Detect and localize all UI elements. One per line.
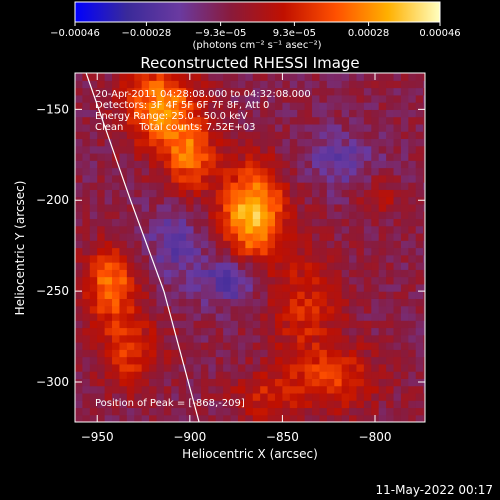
colorbar-gradient [74, 1, 441, 23]
x-tick-label: −850 [266, 430, 299, 444]
info-line-time: 20-Apr-2011 04:28:08.000 to 04:32:08.000 [95, 89, 311, 100]
colorbar-tick-label: −0.00046 [50, 28, 100, 39]
y-tick-label: −250 [36, 284, 69, 298]
chart-title: Reconstructed RHESSI Image [140, 54, 359, 72]
colorbar-tick-label: 0.00046 [419, 28, 460, 39]
y-axis-label: Heliocentric Y (arcsec) [13, 181, 27, 316]
info-line-energy: Energy Range: 25.0 - 50.0 keV [95, 111, 248, 122]
info-line-clean: Clean Total counts: 7.52E+03 [95, 122, 255, 133]
x-tick-label: −950 [81, 430, 114, 444]
info-line-detectors: Detectors: 3F 4F 5F 6F 7F 8F, Att 0 [95, 100, 269, 111]
x-tick-label: −800 [359, 430, 392, 444]
y-tick-label: −300 [36, 375, 69, 389]
colorbar-ticks: −0.00046 −0.00028 −9.3e−05 9.3e−05 0.00028 0.… [50, 22, 461, 39]
x-tick-label: −900 [173, 430, 206, 444]
colorbar-unit-label: (photons cm⁻² s⁻¹ asec⁻²) [192, 40, 321, 51]
plot-frame [74, 72, 426, 423]
x-axis-ticks: −950 −900 −850 −800 [81, 73, 392, 444]
x-axis-label: Heliocentric X (arcsec) [182, 447, 318, 461]
colorbar-tick-label: −0.00028 [122, 28, 172, 39]
y-tick-label: −150 [36, 102, 69, 116]
colorbar-tick-label: 0.00028 [348, 28, 389, 39]
peak-position-label: Position of Peak = [-868,-209] [95, 398, 245, 409]
y-tick-label: −200 [36, 193, 69, 207]
y-axis-ticks: −150 −200 −250 −300 [36, 102, 425, 389]
colorbar-tick-label: 9.3e−05 [273, 28, 316, 39]
observation-info: 20-Apr-2011 04:28:08.000 to 04:32:08.000… [95, 89, 311, 133]
colorbar: −0.00046 −0.00028 −9.3e−05 9.3e−05 0.00028 0.… [50, 1, 461, 51]
footer-timestamp: 11-May-2022 00:17 [376, 483, 493, 497]
heatmap-image [75, 73, 425, 422]
colorbar-tick-label: −9.3e−05 [195, 28, 247, 39]
solar-limb-line [85, 73, 200, 422]
